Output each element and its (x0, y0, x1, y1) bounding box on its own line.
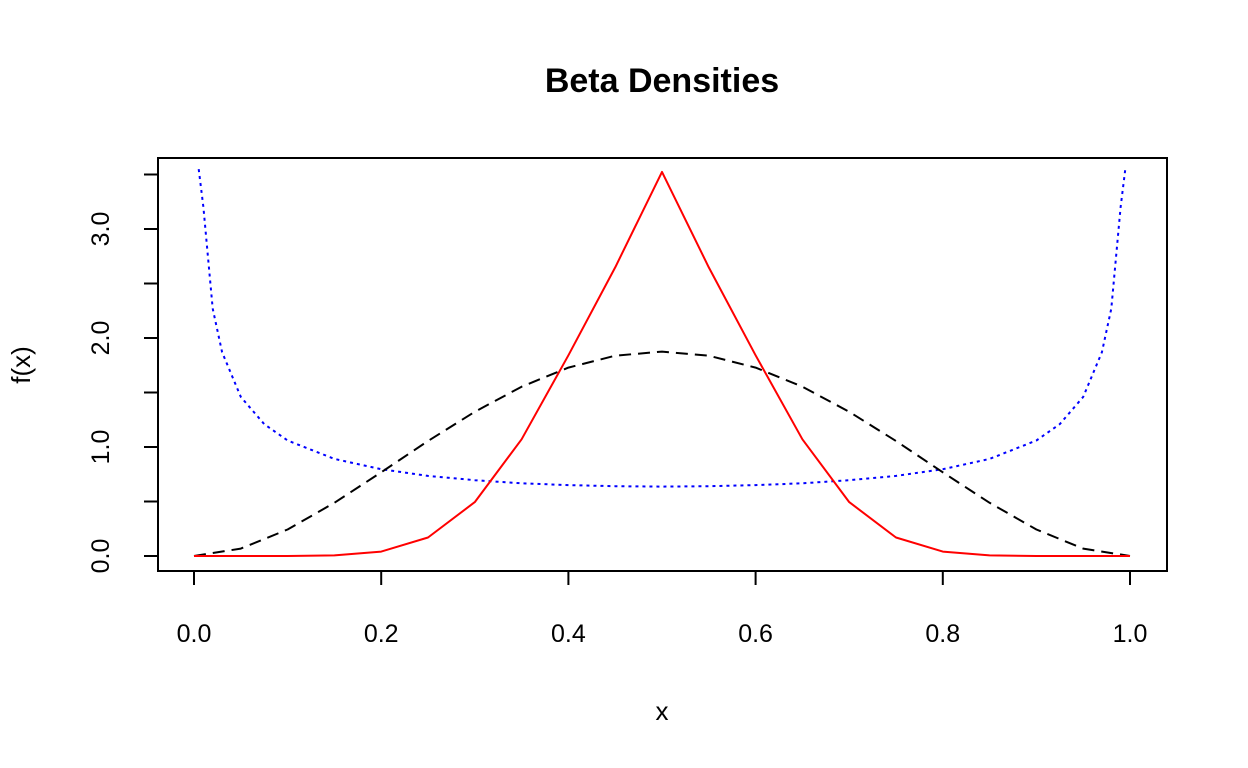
x-tick-label: 0.4 (551, 620, 586, 648)
x-tick-label: 1.0 (1113, 620, 1148, 648)
x-tick-label: 0.2 (364, 620, 399, 648)
plot-series (193, 168, 1131, 557)
x-tick-label: 0.8 (925, 620, 960, 648)
chart-title: Beta Densities (545, 62, 779, 100)
y-tick-label: 1.0 (87, 430, 115, 465)
series-line-0 (197, 168, 1127, 488)
series-line-2 (194, 170, 1130, 557)
x-tick-label: 0.6 (738, 620, 773, 648)
plot-frame (157, 157, 1168, 572)
y-axis-label: f(x) (6, 346, 36, 384)
x-tick-label: 0.0 (177, 620, 212, 648)
series-line-1 (193, 350, 1131, 557)
y-tick-label: 2.0 (87, 321, 115, 356)
y-tick-label: 0.0 (87, 539, 115, 574)
x-axis-label: x (656, 696, 669, 726)
y-tick-label: 3.0 (87, 212, 115, 247)
axes: 0.0 0.2 0.4 0.6 0.8 1.0 0.0 1.0 2.0 3.0 (87, 173, 1148, 648)
